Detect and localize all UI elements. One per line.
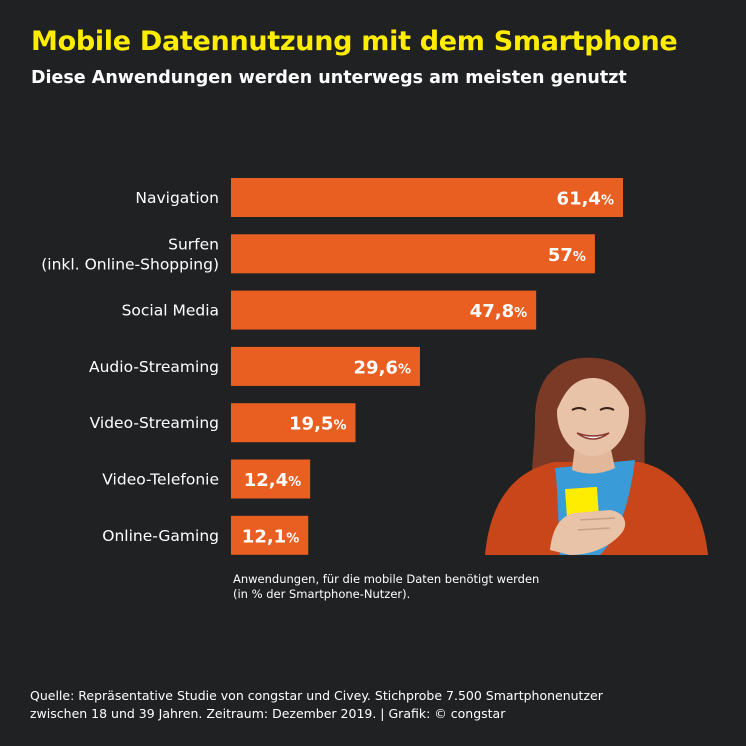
bar-2 xyxy=(231,290,537,330)
chart-note: Anwendungen, für die mobile Daten benöti… xyxy=(233,572,539,602)
smile xyxy=(576,432,610,440)
hair-front xyxy=(557,363,631,410)
chart-subtitle: Diese Anwendungen werden unterwegs am me… xyxy=(31,68,627,88)
value-label-6: 12,1% xyxy=(242,526,299,547)
category-label-3: Audio-Streaming xyxy=(89,358,219,376)
hand-shadow xyxy=(577,517,616,531)
value-label-0: 61,4% xyxy=(557,189,614,210)
value-label-2: 47,8% xyxy=(470,301,527,322)
note-line-1: Anwendungen, für die mobile Daten benöti… xyxy=(233,572,540,586)
bar-3 xyxy=(231,346,420,386)
category-label-6: Online-Gaming xyxy=(102,527,219,545)
eyes xyxy=(571,407,615,411)
bar-5 xyxy=(231,459,311,499)
value-label-3: 29,6% xyxy=(354,357,411,378)
source-citation: Quelle: Repräsentative Studie von congst… xyxy=(30,687,603,723)
category-label-5: Video-Telefonie xyxy=(102,471,219,489)
source-line-1: Quelle: Repräsentative Studie von congst… xyxy=(30,688,603,703)
category-label-1: Surfen (inkl. Online-Shopping) xyxy=(41,235,219,273)
category-label-2: Social Media xyxy=(122,302,219,320)
source-line-2: zwischen 18 und 39 Jahren. Zeitraum: Dez… xyxy=(30,706,506,721)
bar-1 xyxy=(231,234,595,274)
value-label-4: 19,5% xyxy=(289,414,346,435)
value-label-5: 12,4% xyxy=(244,470,301,491)
value-label-1: 57% xyxy=(548,245,586,266)
bar-6 xyxy=(231,515,309,555)
bar-0 xyxy=(231,178,623,217)
category-label-4: Video-Streaming xyxy=(90,414,219,432)
chart-title: Mobile Datennutzung mit dem Smartphone xyxy=(31,26,678,57)
phone xyxy=(564,486,600,520)
note-line-2: (in % der Smartphone-Nutzer). xyxy=(233,587,411,601)
face xyxy=(557,368,629,456)
woman-with-smartphone-illustration xyxy=(485,357,708,555)
hands xyxy=(550,510,626,555)
category-label-0: Navigation xyxy=(135,189,219,207)
bar-4 xyxy=(231,403,356,443)
